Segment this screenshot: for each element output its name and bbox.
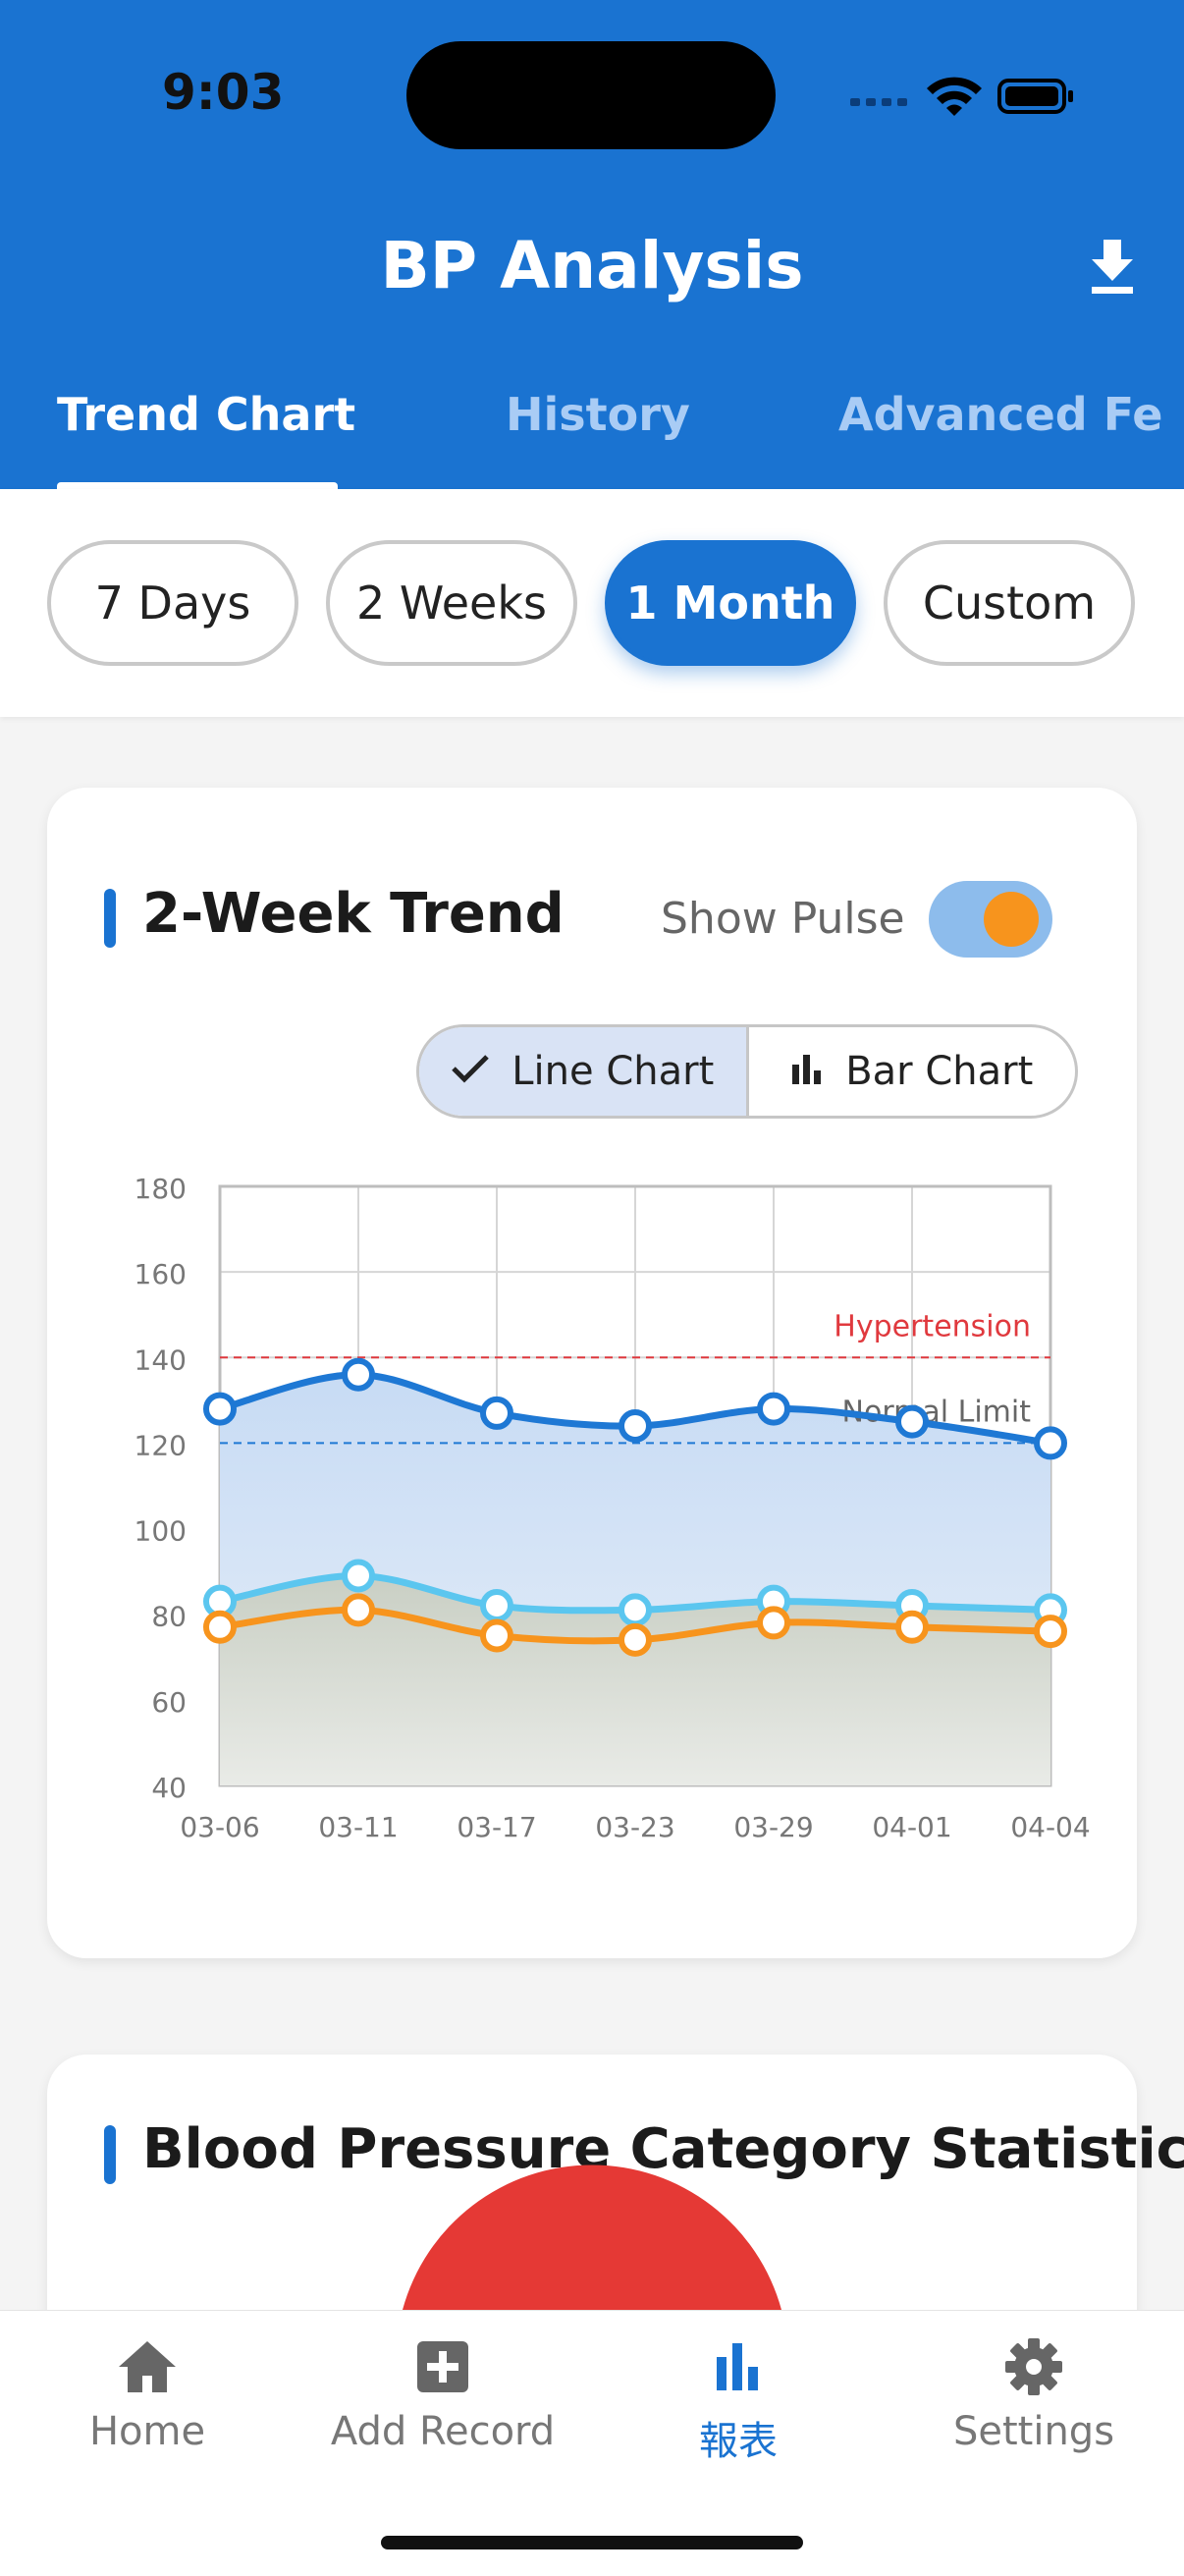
diastolic-point <box>480 1589 513 1622</box>
y-tick-label: 180 <box>135 1173 187 1205</box>
y-tick-label: 80 <box>151 1601 187 1633</box>
y-tick-label: 60 <box>151 1686 187 1719</box>
x-tick-label: 03-29 <box>733 1811 813 1843</box>
diastolic-area <box>220 1575 1050 1785</box>
trend-card-title: 2-Week Trend <box>142 882 565 946</box>
y-tick-label: 120 <box>135 1429 187 1461</box>
wifi-icon <box>927 77 982 116</box>
status-icons <box>844 71 1080 120</box>
active-tab-indicator <box>57 482 338 490</box>
chart-type-selector: Line Chart Bar Chart <box>416 1024 1078 1119</box>
x-tick-label: 03-11 <box>318 1811 398 1843</box>
pulse-point <box>619 1622 652 1657</box>
systolic-point <box>480 1396 513 1430</box>
battery-icon <box>997 79 1073 114</box>
pulse-point <box>342 1593 375 1627</box>
y-tick-label: 140 <box>135 1343 187 1376</box>
nav-settings-label: Settings <box>952 2409 1115 2454</box>
tab-trend-chart[interactable]: Trend Chart <box>57 388 356 441</box>
pulse-point <box>1034 1615 1067 1649</box>
nav-add-record-label: Add Record <box>330 2409 556 2454</box>
home-indicator <box>381 2536 803 2549</box>
pulse-point <box>757 1606 790 1640</box>
range-7-days-button[interactable]: 7 Days <box>47 540 298 666</box>
stats-card-title: Blood Pressure Category Statistics <box>142 2117 1184 2181</box>
add-record-icon <box>296 2334 590 2399</box>
tab-history[interactable]: History <box>506 388 690 441</box>
range-selector: 7 Days 2 Weeks 1 Month Custom <box>0 489 1184 717</box>
x-tick-label: 03-17 <box>457 1811 536 1843</box>
systolic-point <box>895 1404 929 1439</box>
toggle-knob <box>984 892 1039 947</box>
nav-home-label: Home <box>88 2409 206 2454</box>
pulse-point <box>480 1618 513 1653</box>
bar-chart-icon <box>591 2334 886 2399</box>
section-accent-bar <box>104 2125 116 2184</box>
reference-line-label: Hypertension <box>834 1309 1031 1343</box>
page-title: BP Analysis <box>380 228 804 303</box>
dynamic-island <box>406 41 776 149</box>
checkmark-icon <box>451 1049 490 1094</box>
section-accent-bar <box>104 889 116 948</box>
y-tick-label: 40 <box>151 1772 187 1804</box>
diastolic-point <box>342 1559 375 1593</box>
systolic-point <box>619 1409 652 1443</box>
show-pulse-toggle[interactable] <box>929 881 1052 958</box>
show-pulse-label: Show Pulse <box>661 894 905 944</box>
range-2-weeks-button[interactable]: 2 Weeks <box>326 540 577 666</box>
bar-chart-button[interactable]: Bar Chart <box>749 1027 1076 1116</box>
download-icon[interactable] <box>1088 238 1137 297</box>
range-custom-button[interactable]: Custom <box>884 540 1135 666</box>
nav-reports[interactable]: 報表 <box>591 2334 886 2466</box>
nav-home[interactable]: Home <box>0 2334 295 2454</box>
y-tick-label: 160 <box>135 1258 187 1290</box>
systolic-point <box>757 1392 790 1426</box>
app-header: 9:03 BP Analysis <box>0 0 1184 490</box>
nav-settings[interactable]: Settings <box>887 2334 1181 2454</box>
trend-card: 2-Week Trend Show Pulse Line Chart Bar C… <box>47 788 1137 1958</box>
bar-chart-label: Bar Chart <box>845 1049 1034 1094</box>
x-tick-label: 04-01 <box>872 1811 951 1843</box>
tab-advanced-features[interactable]: Advanced Fe <box>838 388 1163 441</box>
pulse-point <box>203 1610 237 1644</box>
x-tick-label: 03-06 <box>180 1811 259 1843</box>
diastolic-point <box>619 1593 652 1627</box>
pulse-point <box>895 1610 929 1644</box>
gear-icon <box>887 2334 1181 2399</box>
nav-add-record[interactable]: Add Record <box>296 2334 590 2454</box>
line-chart-button[interactable]: Line Chart <box>419 1027 749 1116</box>
y-tick-label: 100 <box>135 1515 187 1548</box>
trend-chart: 40 60 80 100 120 140 160 180 03-06 03-11 03-17 03-2… <box>135 1173 1091 1843</box>
line-chart-label: Line Chart <box>511 1049 715 1094</box>
home-icon <box>0 2334 295 2399</box>
systolic-point <box>342 1357 375 1392</box>
systolic-point <box>203 1392 237 1426</box>
nav-reports-label: 報表 <box>699 2419 778 2464</box>
bottom-nav: Home Add Record 報表 <box>0 2310 1184 2576</box>
x-tick-label: 04-04 <box>1010 1811 1090 1843</box>
status-time: 9:03 <box>162 64 285 121</box>
range-1-month-button[interactable]: 1 Month <box>605 540 856 666</box>
tab-bar: Trend Chart History Advanced Fe <box>0 378 1184 490</box>
systolic-point <box>1034 1426 1067 1460</box>
x-tick-label: 03-23 <box>595 1811 674 1843</box>
category-pie-chart <box>403 2165 781 2310</box>
bar-chart-icon <box>790 1049 824 1094</box>
pie-slice <box>403 2165 781 2310</box>
cellular-signal-icon <box>850 98 907 106</box>
